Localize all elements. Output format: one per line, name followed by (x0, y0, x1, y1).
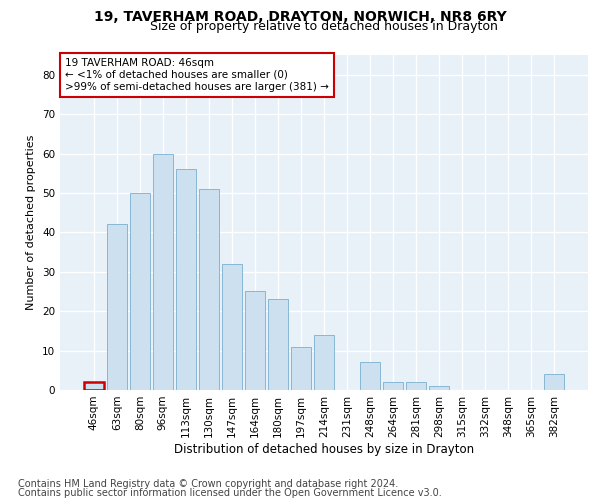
Bar (84, 382, 104, 390)
Bar (291, 346, 311, 390)
Bar (268, 300, 288, 390)
X-axis label: Distribution of detached houses by size in Drayton: Distribution of detached houses by size … (174, 442, 474, 456)
Bar (153, 154, 173, 390)
Bar (245, 292, 265, 390)
Bar (544, 374, 564, 390)
Text: Contains public sector information licensed under the Open Government Licence v3: Contains public sector information licen… (18, 488, 442, 498)
Bar (383, 382, 403, 390)
Text: 19 TAVERHAM ROAD: 46sqm
← <1% of detached houses are smaller (0)
>99% of semi-de: 19 TAVERHAM ROAD: 46sqm ← <1% of detache… (65, 58, 329, 92)
Y-axis label: Number of detached properties: Number of detached properties (26, 135, 37, 310)
Bar (176, 170, 196, 390)
Bar (406, 382, 426, 390)
Title: Size of property relative to detached houses in Drayton: Size of property relative to detached ho… (150, 20, 498, 33)
Bar (130, 193, 149, 390)
Text: Contains HM Land Registry data © Crown copyright and database right 2024.: Contains HM Land Registry data © Crown c… (18, 479, 398, 489)
Bar (199, 189, 218, 390)
Bar (360, 362, 380, 390)
Text: 19, TAVERHAM ROAD, DRAYTON, NORWICH, NR8 6RY: 19, TAVERHAM ROAD, DRAYTON, NORWICH, NR8… (94, 10, 506, 24)
Bar (314, 335, 334, 390)
Bar (222, 264, 242, 390)
Bar (107, 224, 127, 390)
Bar (430, 386, 449, 390)
